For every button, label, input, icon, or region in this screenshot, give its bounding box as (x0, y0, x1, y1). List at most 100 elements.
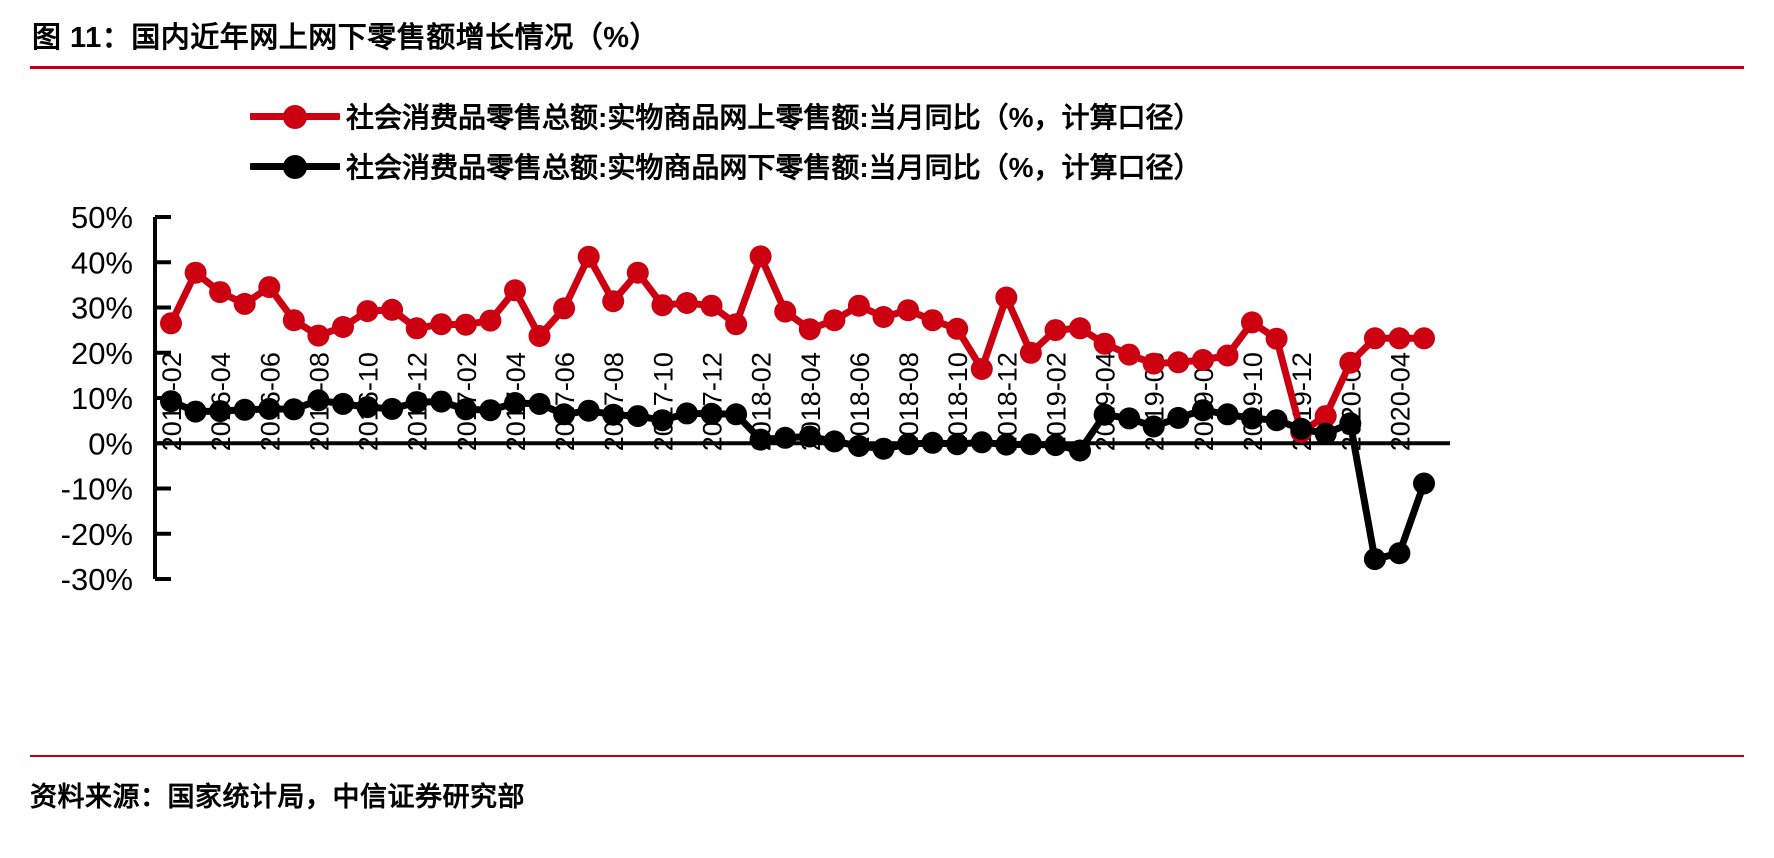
data-point (233, 292, 256, 315)
y-axis-tick-label: 50% (71, 200, 133, 235)
legend-label-offline: 社会消费品零售总额:实物商品网下零售额:当月同比（%，计算口径） (346, 152, 1202, 183)
data-point (626, 405, 649, 428)
data-point (1167, 406, 1190, 429)
data-point (1290, 417, 1313, 440)
data-point (553, 403, 576, 426)
data-point (1044, 434, 1067, 457)
plot-area: 50%40%30%20%10%0%-10%-20%-30%2016-022016… (30, 199, 1744, 669)
y-axis-tick-label: -10% (61, 472, 133, 507)
data-point (847, 435, 870, 457)
x-axis-tick-label: 2017-10 (648, 352, 678, 451)
data-point (970, 358, 993, 380)
data-point (798, 425, 821, 448)
data-point (504, 392, 526, 414)
data-point (332, 316, 354, 338)
data-point (1216, 344, 1239, 367)
data-point (921, 431, 944, 454)
x-axis-tick-label: 2020-04 (1385, 352, 1415, 451)
data-point (1339, 351, 1362, 374)
data-point (921, 309, 944, 332)
data-point (1093, 403, 1116, 426)
x-axis-tick-label: 2019-04 (1091, 352, 1121, 451)
data-point (1167, 351, 1190, 374)
line-chart: 50%40%30%20%10%0%-10%-20%-30%2016-022016… (61, 200, 1450, 597)
data-point (1093, 332, 1116, 355)
data-point (405, 391, 428, 414)
data-point (307, 324, 330, 347)
data-point (528, 325, 551, 347)
data-point (577, 399, 600, 422)
data-point (1044, 319, 1067, 342)
data-point (1314, 422, 1337, 445)
data-point (1339, 412, 1362, 435)
data-point (1118, 407, 1141, 430)
x-axis-tick-label: 2017-08 (599, 352, 629, 451)
data-point (356, 300, 379, 323)
data-point (381, 397, 404, 420)
data-point (897, 299, 920, 322)
data-point (332, 392, 354, 415)
data-point (160, 390, 182, 413)
data-point (1142, 352, 1165, 375)
data-point (725, 403, 748, 426)
data-point (1413, 327, 1435, 350)
series-offline (160, 389, 1435, 571)
data-point (1191, 399, 1214, 422)
data-point (651, 409, 674, 432)
data-point (504, 279, 526, 302)
data-point (995, 286, 1018, 309)
data-point (209, 281, 232, 304)
legend-marker-online (250, 103, 340, 129)
title-divider (30, 66, 1744, 69)
data-point (282, 398, 305, 421)
data-point (626, 261, 649, 284)
data-point (700, 402, 723, 425)
data-point (1314, 405, 1337, 428)
data-point (749, 245, 772, 268)
data-point (823, 430, 846, 453)
footer-divider (30, 755, 1744, 757)
data-point (160, 312, 182, 335)
data-point (430, 390, 453, 413)
x-axis-tick-label: 2017-06 (550, 352, 580, 451)
legend-item-online: 社会消费品零售总额:实物商品网上零售额:当月同比（%，计算口径） (250, 91, 1744, 141)
data-point (1069, 317, 1091, 340)
data-point (872, 306, 895, 328)
y-axis-tick-label: 30% (71, 291, 133, 326)
figure-title: 图 11：国内近年网上网下零售额增长情况（%） (32, 22, 660, 54)
data-point (1265, 327, 1288, 350)
data-point (184, 261, 207, 284)
y-axis-tick-label: 40% (71, 245, 133, 280)
x-axis-tick-label: 2017-12 (698, 352, 728, 451)
data-point (430, 313, 453, 336)
data-point (774, 426, 797, 449)
data-point (184, 400, 207, 423)
data-point (1241, 311, 1263, 334)
series-line (167, 396, 1428, 563)
data-point (946, 433, 969, 456)
data-point (675, 402, 698, 425)
data-point (1019, 433, 1042, 456)
series-online (160, 245, 1435, 443)
data-point (454, 398, 477, 421)
data-point (479, 399, 502, 422)
data-point (307, 389, 330, 412)
data-point (405, 317, 428, 340)
data-point (454, 313, 477, 336)
data-point (233, 398, 256, 421)
data-point (528, 392, 551, 415)
data-point (479, 309, 502, 332)
data-point (577, 245, 600, 268)
y-axis-tick-label: 0% (88, 426, 133, 461)
source-note: 资料来源：国家统计局，中信证券研究部 (30, 782, 525, 812)
x-axis-tick-label: 2018-06 (845, 352, 875, 451)
data-point (1265, 409, 1288, 432)
data-point (1363, 327, 1386, 350)
data-point (381, 298, 404, 321)
y-axis-tick-label: -30% (61, 562, 133, 597)
legend-item-offline: 社会消费品零售总额:实物商品网下零售额:当月同比（%，计算口径） (250, 141, 1744, 191)
data-point (872, 437, 895, 460)
data-point (1241, 407, 1263, 430)
legend-label-online: 社会消费品零售总额:实物商品网上零售额:当月同比（%，计算口径） (346, 102, 1202, 133)
